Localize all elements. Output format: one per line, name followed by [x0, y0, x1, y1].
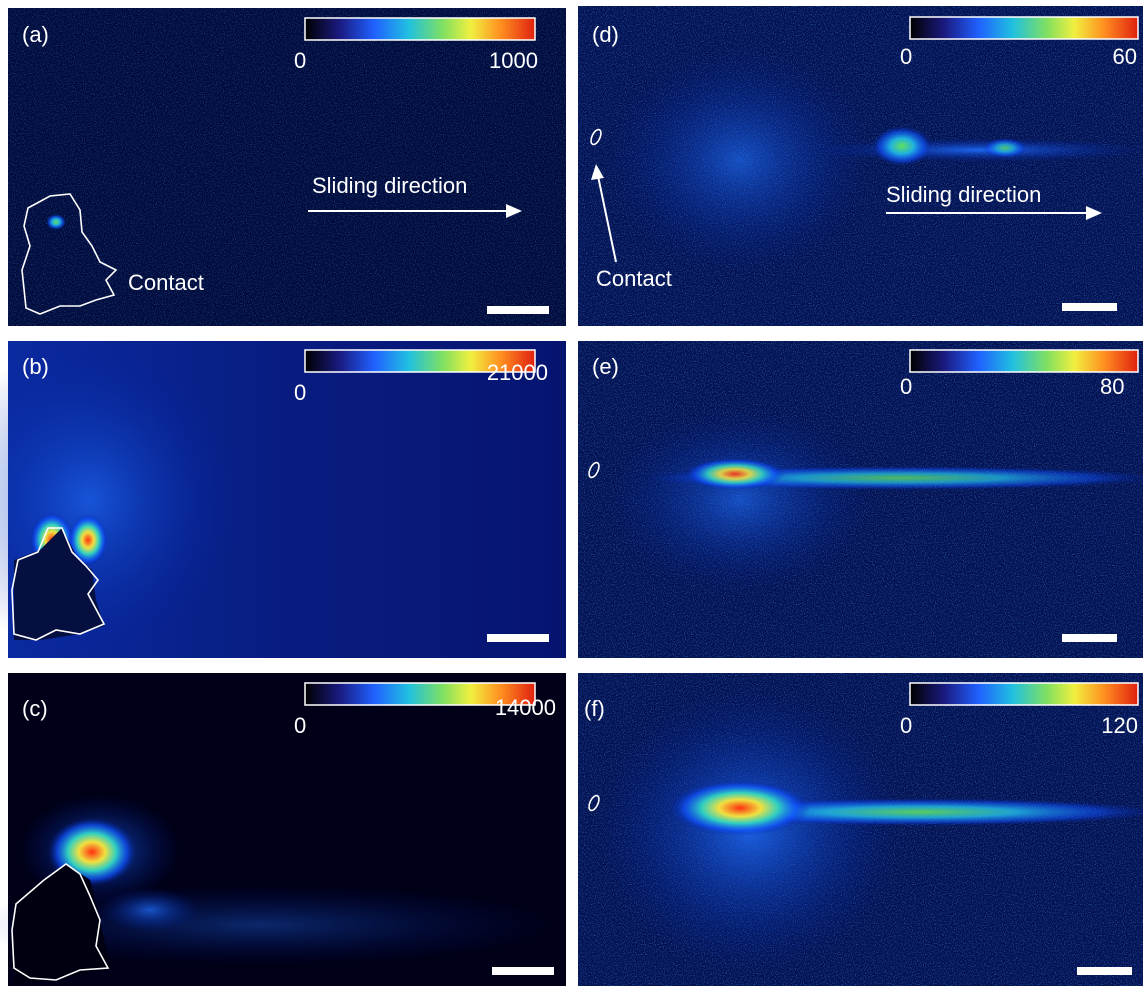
- glow: [46, 214, 66, 230]
- panel-label: (a): [22, 22, 49, 47]
- glow: [983, 138, 1027, 158]
- colorbar-max: 1000: [489, 48, 538, 73]
- panel-a: (a) 0 1000 Sliding direction Contact: [8, 8, 566, 326]
- scale-bar: [1062, 634, 1117, 642]
- panel-label: (b): [22, 354, 49, 379]
- colorbar-min: 0: [294, 380, 306, 405]
- panel-label: (d): [592, 22, 619, 47]
- glow: [872, 126, 932, 166]
- colorbar: [910, 350, 1138, 372]
- colorbar-min: 0: [294, 713, 306, 738]
- glow: [670, 780, 810, 836]
- scale-bar: [1062, 303, 1117, 311]
- figure: (a) 0 1000 Sliding direction Contact (b)…: [0, 0, 1143, 988]
- scale-bar: [1077, 967, 1132, 975]
- noise: [8, 8, 566, 326]
- colorbar-min: 0: [294, 48, 306, 73]
- panel-label: (e): [592, 354, 619, 379]
- colorbar-max: 80: [1100, 374, 1124, 399]
- glow: [810, 138, 1143, 162]
- panel-e: (e) 0 80: [578, 341, 1143, 658]
- colorbar: [910, 683, 1138, 705]
- annotation: Sliding direction: [312, 173, 467, 198]
- scale-bar: [492, 967, 554, 975]
- glow: [610, 50, 870, 270]
- colorbar: [305, 18, 535, 40]
- colorbar-min: 0: [900, 374, 912, 399]
- panel-f: (f) 0 120: [578, 673, 1143, 986]
- glow: [610, 410, 870, 590]
- panel-c: (c) 0 14000: [0, 673, 566, 986]
- colorbar-min: 0: [900, 44, 912, 69]
- panel-b: (b) 0 21000: [0, 340, 566, 660]
- panel-label: (c): [22, 696, 48, 721]
- annotation: Sliding direction: [886, 182, 1041, 207]
- colorbar-max: 21000: [487, 360, 548, 385]
- panel-d: (d) 0 60 Sliding direction Contact: [578, 6, 1143, 326]
- annotation: Contact: [128, 270, 204, 295]
- colorbar-max: 60: [1113, 44, 1137, 69]
- colorbar-max: 120: [1101, 713, 1138, 738]
- scale-bar: [487, 306, 549, 314]
- annotation: Contact: [596, 266, 672, 291]
- colorbar-max: 14000: [495, 695, 556, 720]
- colorbar-min: 0: [900, 713, 912, 738]
- glow: [685, 458, 785, 490]
- colorbar: [910, 17, 1138, 39]
- panel-label: (f): [584, 696, 605, 721]
- scale-bar: [487, 634, 549, 642]
